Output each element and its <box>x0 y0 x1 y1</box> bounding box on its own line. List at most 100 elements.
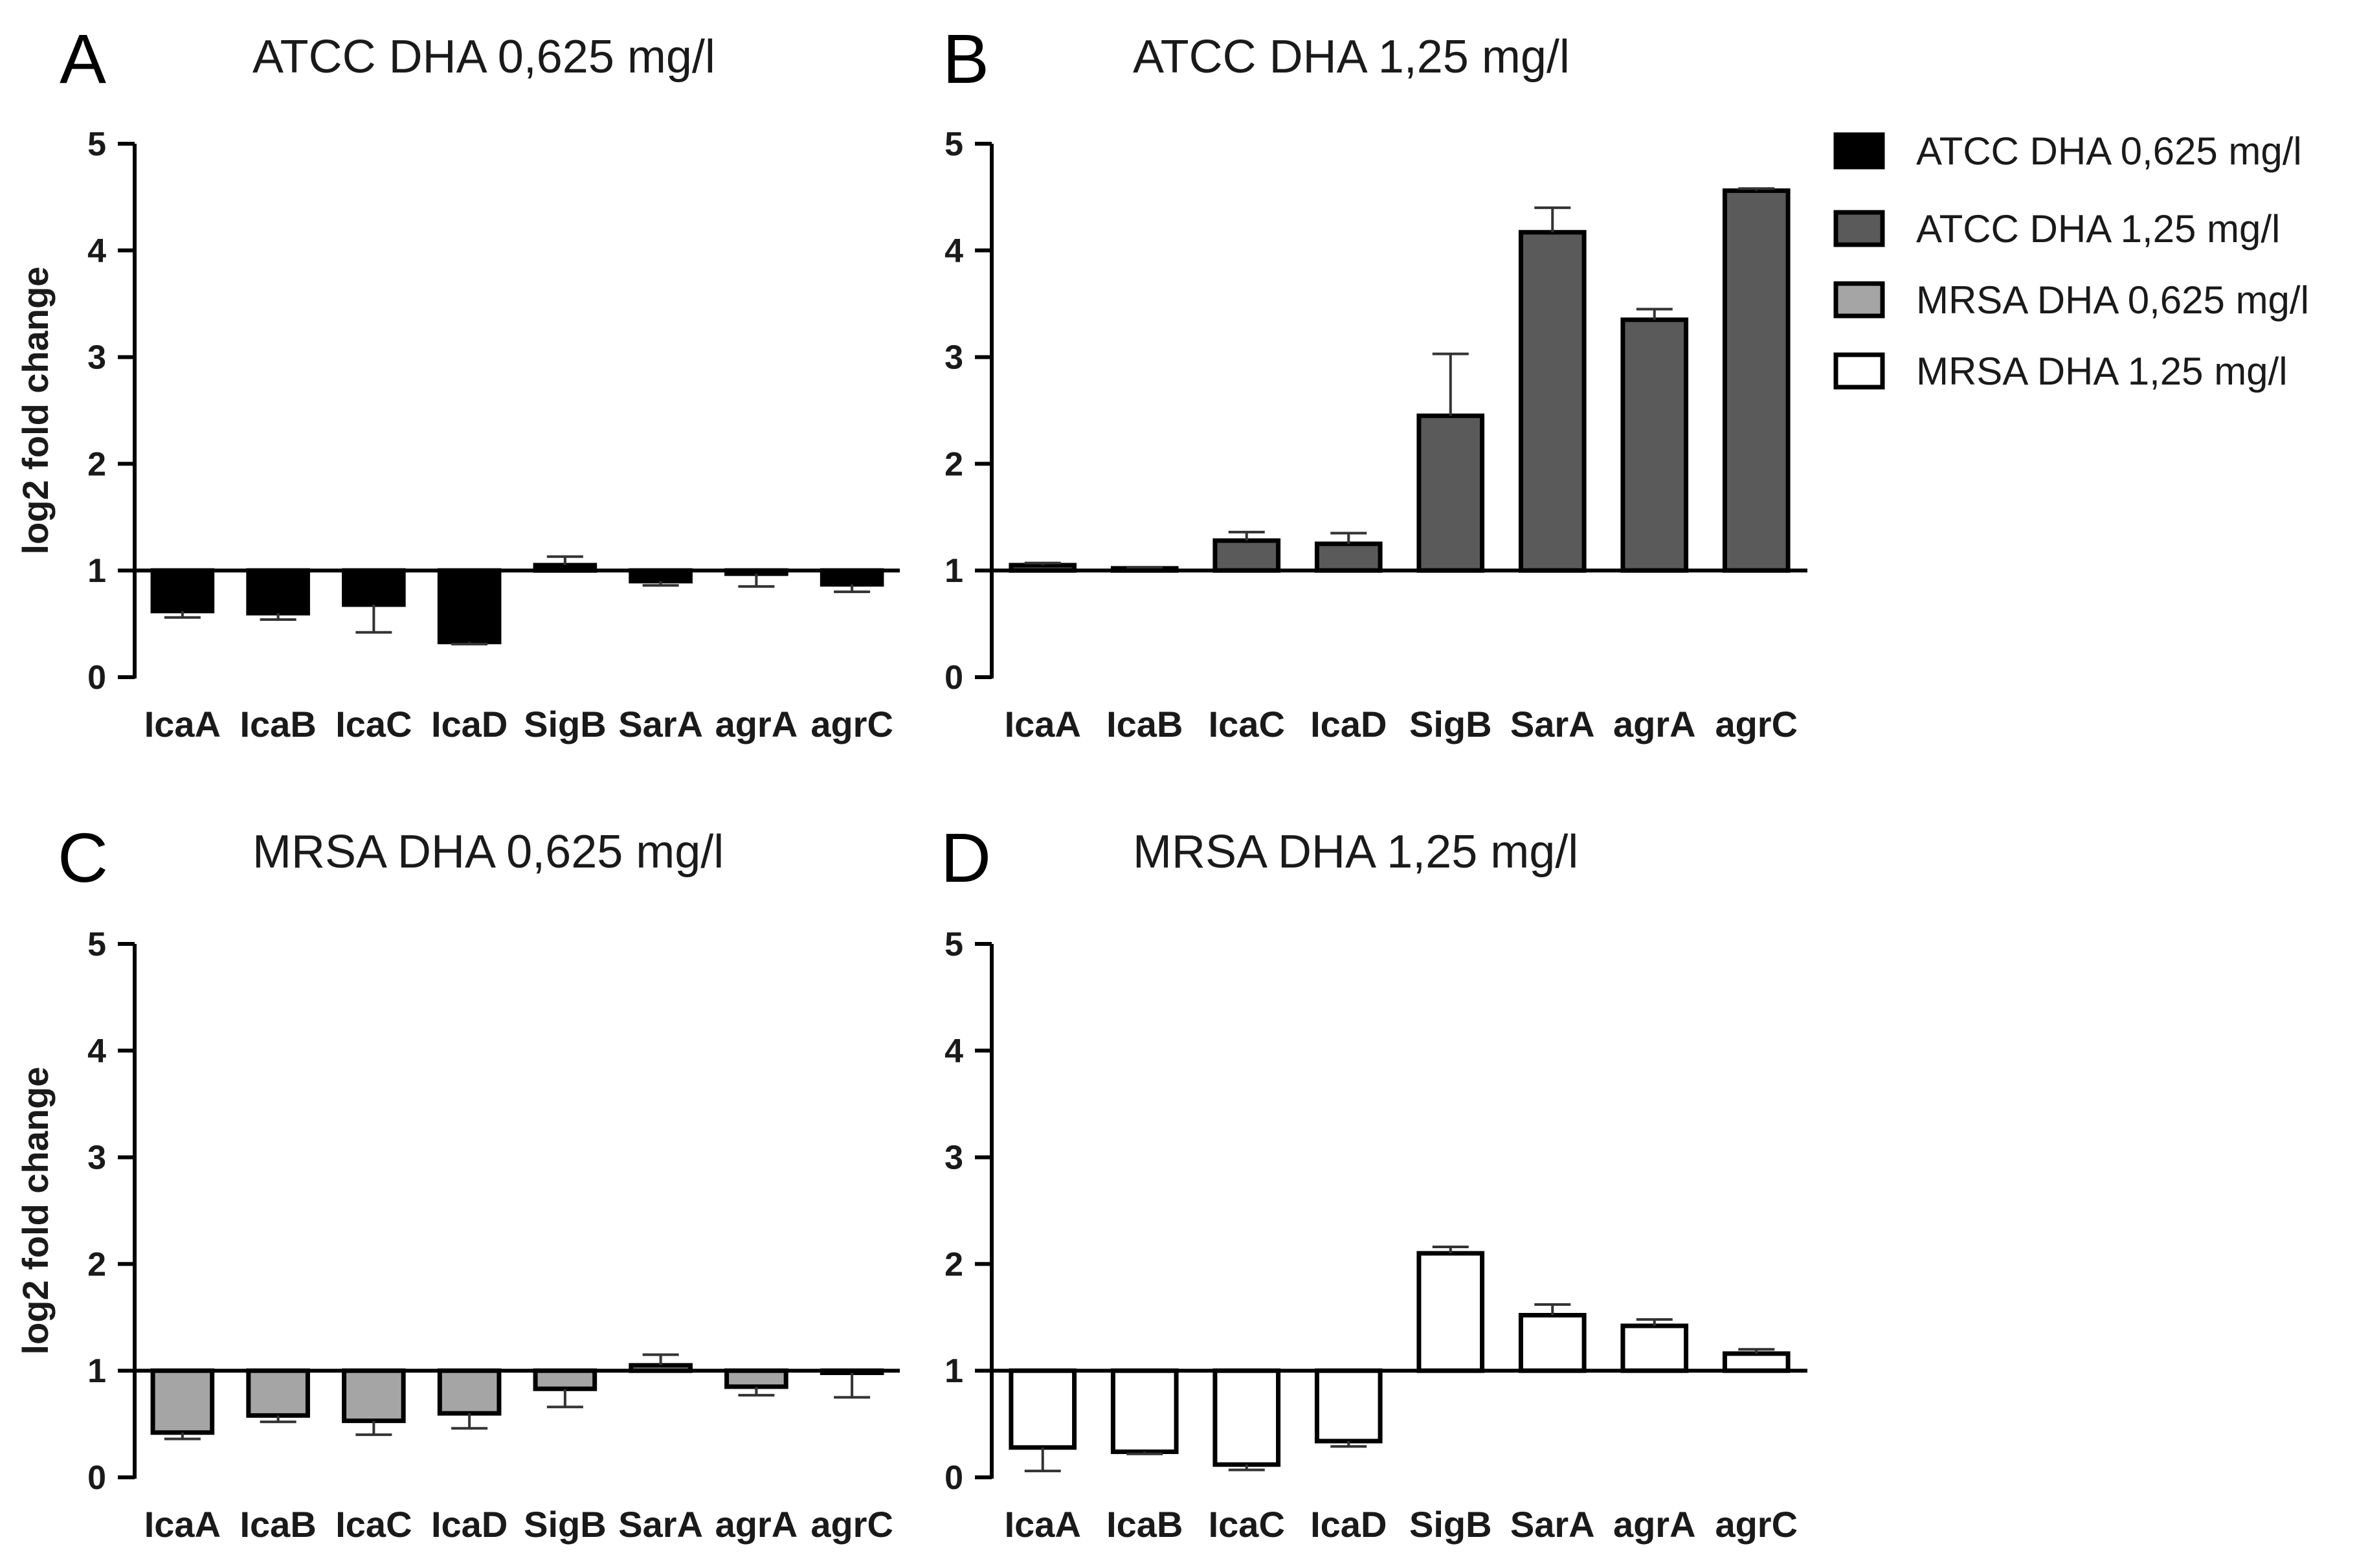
legend-swatch <box>1833 132 1885 170</box>
bar <box>820 568 884 587</box>
bar <box>150 1368 215 1435</box>
x-tick-label: agrA <box>715 1504 798 1545</box>
y-tick-label: 4 <box>87 1033 106 1070</box>
y-tick-label: 0 <box>944 1459 963 1497</box>
x-tick-label: agrA <box>1613 704 1696 745</box>
x-tick-label: IcaD <box>1310 1504 1387 1545</box>
y-axis-title: log2 fold change <box>15 267 56 555</box>
y-tick-label: 3 <box>944 1139 963 1177</box>
bar <box>246 568 310 616</box>
bar <box>1416 413 1485 573</box>
y-tick-label: 4 <box>944 232 963 270</box>
y-tick-label: 1 <box>87 1352 106 1390</box>
y-tick-label: 5 <box>87 126 106 163</box>
bar <box>1314 1368 1383 1444</box>
y-tick-label: 1 <box>944 1352 963 1390</box>
y-tick-label: 1 <box>944 552 963 590</box>
bar <box>1620 1323 1689 1373</box>
bar <box>437 568 502 645</box>
y-tick-label: 5 <box>944 926 963 963</box>
bar <box>1722 1351 1791 1373</box>
y-tick-label: 2 <box>87 445 106 483</box>
chart-panels: A ATCC DHA 0,625 mg/l 0 1 2 3 4 5 log2 fold chan… <box>15 19 1807 1545</box>
legend-label: MRSA DHA 0,625 mg/l <box>1916 278 2309 322</box>
bar <box>1518 230 1587 573</box>
x-tick-label: SigB <box>1409 704 1492 745</box>
x-tick-label: IcaD <box>431 1504 508 1545</box>
x-tick-label: SarA <box>618 1504 703 1545</box>
y-tick-label: 0 <box>944 659 963 697</box>
x-tick-label: SigB <box>524 1504 607 1545</box>
bar <box>342 568 406 607</box>
x-tick-label: IcaA <box>144 1504 221 1545</box>
x-tick-label: IcaB <box>240 704 316 745</box>
chart-panel-a: A ATCC DHA 0,625 mg/l 0 1 2 3 4 5 log2 fold chan… <box>15 19 900 745</box>
chart-title: ATCC DHA 0,625 mg/l <box>252 31 715 83</box>
legend-item: ATCC DHA 1,25 mg/l <box>1833 207 2280 251</box>
x-tick-label: agrA <box>715 704 798 745</box>
x-tick-label: IcaD <box>431 704 508 745</box>
x-tick-label: SigB <box>1409 1504 1492 1545</box>
bar <box>1416 1251 1485 1373</box>
bar <box>1620 317 1689 573</box>
bar <box>1212 1368 1281 1467</box>
chart-title: MRSA DHA 0,625 mg/l <box>252 826 724 878</box>
bar <box>1212 538 1281 573</box>
legend-swatch <box>1833 210 1885 247</box>
legend: ATCC DHA 0,625 mg/l ATCC DHA 1,25 mg/l M… <box>1833 129 2309 393</box>
chart-title: MRSA DHA 1,25 mg/l <box>1133 826 1578 878</box>
legend-item: MRSA DHA 0,625 mg/l <box>1833 278 2309 322</box>
bar <box>724 1368 788 1389</box>
x-tick-label: agrC <box>810 704 893 745</box>
legend-label: ATCC DHA 0,625 mg/l <box>1916 129 2302 173</box>
chart-panel-d: D MRSA DHA 1,25 mg/l 0 1 2 3 4 5 IcaA IcaB IcaC Ica… <box>941 818 1807 1545</box>
x-tick-label: agrC <box>810 1504 893 1545</box>
y-tick-label: 5 <box>87 926 106 963</box>
panel-letter: C <box>58 818 108 897</box>
legend-item: ATCC DHA 0,625 mg/l <box>1833 129 2302 173</box>
y-tick-label: 5 <box>944 126 963 163</box>
x-tick-label: agrC <box>1715 704 1798 745</box>
x-tick-label: IcaC <box>1209 1504 1285 1545</box>
panel-letter: B <box>943 19 989 98</box>
x-tick-label: IcaA <box>1005 1504 1081 1545</box>
bar <box>1722 188 1791 573</box>
bar <box>150 568 215 614</box>
x-tick-label: IcaC <box>335 704 412 745</box>
legend-label: ATCC DHA 1,25 mg/l <box>1916 207 2280 251</box>
x-tick-label: IcaC <box>1209 704 1285 745</box>
y-tick-label: 1 <box>87 552 106 590</box>
legend-label: MRSA DHA 1,25 mg/l <box>1916 350 2288 393</box>
y-tick-label: 4 <box>87 232 106 270</box>
x-tick-label: SarA <box>1510 1504 1595 1545</box>
x-tick-label: agrA <box>1613 1504 1696 1545</box>
bar <box>1110 1368 1179 1454</box>
bar <box>1314 541 1383 573</box>
chart-title: ATCC DHA 1,25 mg/l <box>1133 31 1570 83</box>
y-tick-label: 2 <box>944 1246 963 1283</box>
x-tick-label: IcaB <box>1106 1504 1183 1545</box>
bar <box>246 1368 310 1418</box>
bar <box>533 1368 598 1391</box>
x-tick-label: agrC <box>1715 1504 1798 1545</box>
x-tick-label: IcaB <box>1106 704 1183 745</box>
x-tick-label: IcaA <box>1005 704 1081 745</box>
y-tick-label: 2 <box>87 1246 106 1283</box>
bar <box>437 1368 502 1416</box>
x-tick-label: SarA <box>1510 704 1595 745</box>
x-tick-label: IcaD <box>1310 704 1387 745</box>
x-tick-label: IcaC <box>335 1504 412 1545</box>
y-tick-label: 3 <box>87 1139 106 1177</box>
panel-letter: D <box>941 818 991 897</box>
x-tick-label: IcaB <box>240 1504 316 1545</box>
legend-item: MRSA DHA 1,25 mg/l <box>1833 350 2288 393</box>
chart-panel-b: B ATCC DHA 1,25 mg/l 0 1 2 3 4 5 IcaA IcaB IcaC Ica… <box>943 19 1807 745</box>
bar <box>1518 1313 1587 1373</box>
y-tick-label: 2 <box>944 445 963 483</box>
legend-swatch <box>1833 281 1885 319</box>
x-tick-label: SigB <box>524 704 607 745</box>
y-tick-label: 0 <box>87 659 106 697</box>
x-tick-label: SarA <box>618 704 703 745</box>
bar <box>1009 1368 1077 1450</box>
